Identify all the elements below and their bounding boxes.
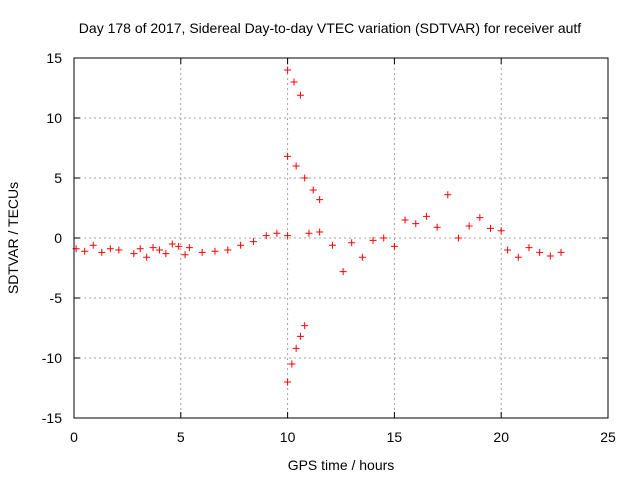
axis-ticks: 0 5 10 15 20 25 -15 -10 -5 0 5 10 15 [42, 50, 616, 445]
data-point [89, 241, 97, 249]
data-point [290, 78, 298, 86]
data-point [380, 234, 388, 242]
data-point [422, 212, 430, 220]
data-point [444, 191, 452, 199]
data-point [504, 246, 512, 254]
y-tick-label: 15 [46, 50, 62, 66]
data-point [546, 252, 554, 260]
data-point [224, 246, 232, 254]
data-point [284, 378, 292, 386]
data-point [143, 253, 151, 261]
data-point [412, 220, 420, 228]
y-tick-label: 5 [54, 170, 62, 186]
y-tick-label: 0 [54, 230, 62, 246]
data-point [211, 247, 219, 255]
data-point [316, 196, 324, 204]
data-point [316, 228, 324, 236]
data-point [292, 344, 300, 352]
x-tick-label: 25 [600, 429, 616, 445]
x-tick-label: 10 [280, 429, 296, 445]
y-axis-label: SDTVAR / TECUs [5, 182, 21, 294]
data-point [81, 247, 89, 255]
series-arc-low [284, 322, 309, 386]
series-band-a [72, 241, 123, 256]
data-point [305, 229, 313, 237]
data-point [292, 162, 300, 170]
y-tick-label: -10 [42, 350, 62, 366]
data-point [465, 222, 473, 230]
x-tick-label: 20 [493, 429, 509, 445]
data-point [339, 268, 347, 276]
data-point [284, 66, 292, 74]
chart-title: Day 178 of 2017, Sidereal Day-to-day VTE… [79, 20, 582, 36]
data-point [115, 246, 123, 254]
series-band-d [305, 228, 398, 276]
data-point [487, 224, 495, 232]
data-point [390, 242, 398, 250]
data-point [98, 248, 106, 256]
data-point [136, 245, 144, 253]
x-tick-label: 5 [177, 429, 185, 445]
data-point [369, 236, 377, 244]
data-point [301, 322, 309, 330]
data-point [284, 152, 292, 160]
data-point [168, 240, 176, 248]
series-band-c [185, 229, 292, 256]
data-point [401, 216, 409, 224]
series-arc-mid [284, 152, 324, 204]
series-arc-top [284, 66, 304, 99]
x-tick-label: 15 [387, 429, 403, 445]
data-point [514, 253, 522, 261]
data-point [198, 248, 206, 256]
data-point [273, 229, 281, 237]
data-point [181, 251, 189, 259]
data-point [185, 244, 193, 252]
data-point [525, 244, 533, 252]
data-point [309, 186, 317, 194]
data-point [296, 332, 304, 340]
series-band-e [401, 191, 505, 242]
y-tick-label: -5 [50, 290, 63, 306]
data-point [454, 234, 462, 242]
series-band-b [130, 240, 189, 261]
x-tick-label: 0 [70, 429, 78, 445]
data-point [288, 360, 296, 368]
grid-layer [74, 58, 608, 418]
data-point [237, 241, 245, 249]
x-axis-label: GPS time / hours [288, 457, 395, 473]
data-point [155, 246, 163, 254]
data-point [301, 174, 309, 182]
data-point [433, 223, 441, 231]
data-point [106, 245, 114, 253]
data-point [497, 227, 505, 235]
data-point [476, 214, 484, 222]
data-point [536, 248, 544, 256]
data-point [296, 91, 304, 99]
data-point [175, 242, 183, 250]
data-point [328, 241, 336, 249]
data-point [130, 250, 138, 258]
data-point [348, 239, 356, 247]
series-band-f [504, 244, 565, 261]
data-point [284, 232, 292, 240]
data-point [358, 253, 366, 261]
data-point [249, 238, 257, 246]
data-point [149, 244, 157, 252]
data-point [262, 232, 270, 240]
data-point [557, 248, 565, 256]
data-point [162, 250, 170, 258]
y-tick-label: 10 [46, 110, 62, 126]
y-tick-label: -15 [42, 410, 62, 426]
data-points [72, 66, 565, 386]
